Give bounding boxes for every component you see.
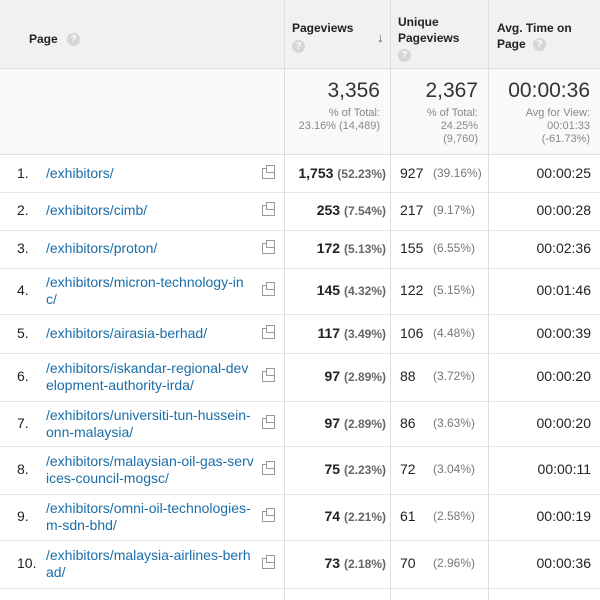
unique-pageviews-value: 70 <box>400 555 416 571</box>
totals-pageviews: 3,356 % of Total: 23.16% (14,489) <box>284 69 390 155</box>
unique-pageviews-percent: (9.17%) <box>433 203 476 217</box>
unique-pageviews-value: 217 <box>400 202 424 218</box>
unique-pageviews-percent: (2.58%) <box>433 509 476 523</box>
table-row: 6. /exhibitors/iskandar-regional-dev elo… <box>0 353 600 402</box>
pageviews-value: 253 (7.54%) <box>316 202 386 218</box>
avg-time-value: 00:00:36 <box>536 555 592 571</box>
unique-pageviews-percent: (5.15%) <box>433 283 476 297</box>
table-row: 7. /exhibitors/universiti-tun-hussein- o… <box>0 401 600 447</box>
unique-pageviews-percent: (3.04%) <box>433 462 476 476</box>
avg-time-value: 00:01:46 <box>536 282 592 298</box>
pageviews-value: 172 (5.13%) <box>316 240 386 256</box>
help-icon[interactable]: ? <box>533 38 547 52</box>
avg-time-value: 00:00:39 <box>536 324 592 341</box>
open-external-icon[interactable] <box>262 282 275 296</box>
table-row: 1. /exhibitors/ 1,753 (52.23%) 927 (39.1… <box>0 155 600 193</box>
avg-time-value: 00:00:25 <box>536 164 592 181</box>
avg-time-column-header[interactable]: Avg. Time on Page ? <box>497 21 572 52</box>
page-link[interactable]: /exhibitors/proton/ <box>46 240 158 256</box>
unique-pageviews-value: 155 <box>400 240 424 256</box>
page-link[interactable]: /exhibitors/airasia-berhad/ <box>46 324 208 341</box>
pageviews-value: 1,753 (52.23%) <box>298 164 386 181</box>
row-index: 5. <box>17 324 29 341</box>
pageviews-value: 73 (2.18%) <box>324 555 387 571</box>
page-link[interactable]: /exhibitors/omni-oil-technologies- m-sdn… <box>46 500 251 533</box>
unique-pageviews-value: 106 <box>400 324 424 341</box>
table-row: 9. /exhibitors/omni-oil-technologies- m-… <box>0 494 600 541</box>
pageviews-column-header[interactable]: Pageviews ? <box>292 21 354 54</box>
totals-unique: 2,367 % of Total: 24.25% (9,760) <box>391 69 488 155</box>
page-column-header[interactable]: Page ? <box>29 31 81 47</box>
row-index: 2. <box>17 202 29 218</box>
open-external-icon[interactable] <box>262 555 275 569</box>
open-external-icon[interactable] <box>262 202 275 216</box>
unique-pageviews-percent: (6.55%) <box>433 241 476 255</box>
unique-pageviews-percent: (39.16%) <box>433 165 482 180</box>
page-link[interactable]: /exhibitors/malaysian-oil-gas-serv ices-… <box>46 453 254 486</box>
open-external-icon[interactable] <box>262 508 275 522</box>
help-icon[interactable]: ? <box>398 49 411 63</box>
row-index: 3. <box>17 240 29 256</box>
pageviews-value: 75 (2.23%) <box>324 461 387 477</box>
page-link[interactable]: /exhibitors/iskandar-regional-dev elopme… <box>46 360 249 393</box>
pageviews-value: 145 (4.32%) <box>316 282 386 298</box>
table-header <box>0 0 600 69</box>
unique-pageviews-value: 122 <box>400 282 424 298</box>
row-index: 6. <box>17 368 29 384</box>
open-external-icon[interactable] <box>262 461 275 475</box>
open-external-icon[interactable] <box>262 240 275 254</box>
unique-pageviews-value: 927 <box>400 164 424 181</box>
pageviews-value: 97 (2.89%) <box>324 368 387 384</box>
avg-time-value: 00:00:20 <box>536 414 592 431</box>
open-external-icon[interactable] <box>262 368 275 382</box>
unique-pageviews-percent: (2.96%) <box>433 556 476 570</box>
totals-avg-time: 00:00:36 Avg for View: 00:01:33 (-61.73%) <box>489 69 600 155</box>
unique-pageviews-column-header[interactable]: Unique Pageviews ? <box>398 15 460 63</box>
table-row: 4. /exhibitors/micron-technology-in c/ 1… <box>0 268 600 315</box>
table-row: 5. /exhibitors/airasia-berhad/ 117 (3.49… <box>0 314 600 354</box>
avg-time-value: 00:00:19 <box>536 508 592 524</box>
row-index: 1. <box>17 164 29 181</box>
arrow-down-icon[interactable]: ↓ <box>377 30 384 45</box>
page-link[interactable]: /exhibitors/malaysia-airlines-berh ad/ <box>46 547 251 580</box>
avg-time-value: 00:02:36 <box>536 240 592 256</box>
page-link[interactable]: /exhibitors/micron-technology-in c/ <box>46 274 244 307</box>
table-row: 10. /exhibitors/malaysia-airlines-berh a… <box>0 540 600 589</box>
table-row: 8. /exhibitors/malaysian-oil-gas-serv ic… <box>0 446 600 495</box>
page-link[interactable]: /exhibitors/cimb/ <box>46 202 148 218</box>
row-index: 8. <box>17 461 29 477</box>
unique-pageviews-percent: (3.72%) <box>433 369 476 383</box>
open-external-icon[interactable] <box>262 164 275 179</box>
pageviews-value: 117 (3.49%) <box>317 324 386 341</box>
unique-pageviews-percent: (4.48%) <box>433 325 476 340</box>
open-external-icon[interactable] <box>262 414 275 429</box>
unique-pageviews-value: 88 <box>400 368 416 384</box>
avg-time-value: 00:00:20 <box>536 368 592 384</box>
pageviews-value: 97 (2.89%) <box>324 414 387 431</box>
row-index: 9. <box>17 508 29 524</box>
avg-time-value: 00:00:28 <box>536 202 592 218</box>
open-external-icon[interactable] <box>262 324 275 339</box>
unique-pageviews-value: 61 <box>400 508 416 524</box>
avg-time-value: 00:00:11 <box>537 461 591 477</box>
unique-pageviews-percent: (3.63%) <box>433 415 476 430</box>
unique-pageviews-value: 86 <box>400 414 416 431</box>
help-icon[interactable]: ? <box>67 33 81 47</box>
unique-pageviews-value: 72 <box>400 461 416 477</box>
row-index: 4. <box>17 282 29 298</box>
pageviews-value: 74 (2.21%) <box>324 508 387 524</box>
page-link[interactable]: /exhibitors/ <box>46 164 114 181</box>
table-row: 3. /exhibitors/proton/ 172 (5.13%) 155 (… <box>0 230 600 269</box>
table-row: 2. /exhibitors/cimb/ 253 (7.54%) 217 (9.… <box>0 192 600 231</box>
help-icon[interactable]: ? <box>292 40 305 54</box>
row-index: 7. <box>17 414 29 431</box>
row-index: 10. <box>17 555 37 571</box>
page-link[interactable]: /exhibitors/universiti-tun-hussein- onn-… <box>46 406 251 440</box>
